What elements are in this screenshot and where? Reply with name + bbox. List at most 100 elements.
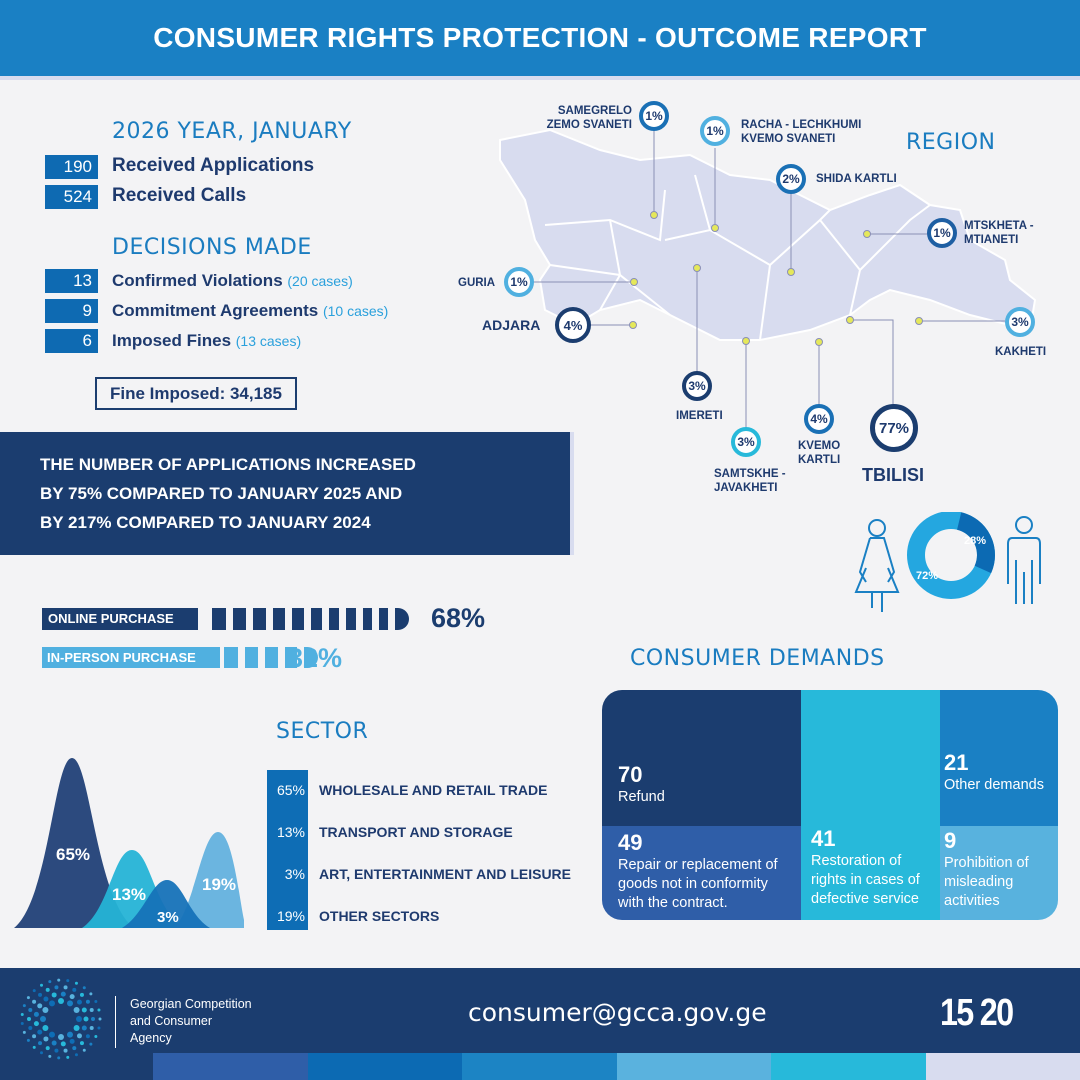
purchase-bar-segment	[285, 647, 298, 668]
label-samegrelo: SAMEGRELO ZEMO SVANETI	[546, 105, 632, 131]
label-adjara: ADJARA	[482, 317, 541, 333]
sector-label: OTHER SECTORS	[319, 908, 440, 924]
purchase-bar-segment	[304, 647, 319, 668]
agreements-label: Commitment Agreements (10 cases)	[112, 301, 389, 320]
agreements-count: 9	[45, 299, 98, 323]
online-purchase-label: ONLINE PURCHASE	[42, 608, 198, 630]
purchase-bar-segment	[379, 608, 388, 630]
male-icon	[1007, 516, 1041, 604]
fines-count: 6	[45, 329, 98, 353]
calls-label: Received Calls	[112, 185, 247, 206]
sector-row: 13% TRANSPORT AND STORAGE	[267, 822, 607, 842]
sector-label: TRANSPORT AND STORAGE	[319, 824, 513, 840]
online-purchase-value: 68%	[431, 603, 486, 633]
pin-shida-kartli: 2%	[776, 164, 806, 194]
label-shida-kartli: SHIDA KARTLI	[816, 173, 897, 185]
purchase-bar-segment	[328, 608, 340, 630]
in-person-purchase-value: 32%	[288, 643, 343, 673]
purchase-bar-segment	[363, 608, 373, 630]
mountain-wholesale	[14, 758, 134, 928]
label-samtskhe: SAMTSKHE - JAVAKHETI	[714, 468, 786, 494]
gender-chart: 72% 28%	[854, 512, 1041, 612]
demand-repair: 49 Repair or replacement of goods not in …	[618, 830, 778, 911]
violations-count: 13	[45, 269, 98, 293]
region-title: REGION	[906, 130, 996, 155]
purchase-bar-segment	[310, 608, 322, 630]
art-percent: 3%	[157, 909, 179, 926]
fines-label: Imposed Fines (13 cases)	[112, 331, 302, 350]
purchase-bar-segment	[265, 647, 279, 668]
georgia-map	[499, 128, 1037, 341]
period-title: 2026 YEAR, JANUARY	[112, 119, 352, 144]
pin-kvemo-kartli: 4%	[804, 404, 834, 434]
pin-samegrelo: 1%	[639, 101, 669, 131]
header-divider	[0, 76, 1080, 80]
sector-legend-bar	[267, 770, 308, 930]
footer: Georgian Competition and Consumer Agency c…	[0, 968, 1080, 1080]
sector-percent: 13%	[276, 824, 305, 840]
pin-adjara: 4%	[555, 307, 591, 343]
demands-treemap: 70 Refund 49 Repair or replacement of good…	[602, 690, 1058, 920]
pin-racha: 1%	[700, 116, 730, 146]
violations-label: Confirmed Violations (20 cases)	[112, 271, 353, 290]
sector-label: WHOLESALE AND RETAIL TRADE	[319, 782, 548, 798]
sector-row: 19% OTHER SECTORS	[267, 906, 607, 926]
in-person-purchase-label: IN-PERSON PURCHASE	[42, 647, 220, 668]
calls-count: 524	[45, 185, 98, 209]
demands-title: CONSUMER DEMANDS	[630, 646, 885, 671]
contact-email[interactable]: consumer@gcca.gov.ge	[468, 998, 767, 1027]
map-borders	[544, 174, 931, 341]
label-kvemo-kartli: KVEMO KARTLI	[798, 440, 841, 466]
label-mtskheta: MTSKHETA - MTIANETI	[964, 220, 1034, 246]
purchase-bar-segment	[245, 647, 259, 668]
map-shape	[499, 128, 1037, 341]
pin-mtskheta: 1%	[927, 218, 957, 248]
hotline-number: 15 20	[940, 992, 1014, 1034]
pin-guria: 1%	[504, 267, 534, 297]
sector-percent: 3%	[284, 866, 305, 882]
purchase-bar-segment	[346, 608, 357, 630]
banner-line: BY 217% COMPARED TO JANUARY 2024	[40, 513, 371, 532]
demand-other: 21 Other demands	[944, 750, 1044, 793]
pin-imereti: 3%	[682, 371, 712, 401]
growth-banner: THE NUMBER OF APPLICATIONS INCREASED BY …	[0, 432, 570, 555]
mountain-art	[122, 880, 210, 928]
sector-percent: 65%	[276, 782, 305, 798]
region-leader-lines	[530, 130, 1005, 430]
female-percent: 72%	[916, 570, 938, 582]
fine-imposed: Fine Imposed: 34,185	[95, 377, 297, 410]
other-percent: 19%	[202, 875, 236, 894]
applications-count: 190	[45, 155, 98, 179]
online-purchase-bar	[212, 608, 416, 630]
label-guria: GURIA	[458, 277, 496, 289]
banner-line: THE NUMBER OF APPLICATIONS INCREASED	[40, 455, 416, 474]
purchase-bar-segment	[394, 608, 409, 630]
female-icon	[854, 519, 900, 612]
purchase-bar-segment	[253, 608, 267, 630]
male-percent: 28%	[964, 535, 986, 547]
wholesale-percent: 65%	[56, 845, 90, 864]
label-kakheti: KAKHETI	[995, 346, 1047, 358]
agency-name: Georgian Competition and Consumer Agency	[130, 997, 252, 1045]
demand-misleading: 9 Prohibition of misleading activities	[944, 828, 1029, 909]
demand-restoration: 41 Restoration of rights in cases of defe…	[811, 826, 920, 907]
purchase-bar-segment	[224, 647, 238, 668]
purchase-bar-segment	[212, 608, 226, 630]
banner-line: BY 75% COMPARED TO JANUARY 2025 AND	[40, 484, 403, 503]
purchase-bar-segment	[233, 608, 247, 630]
mountain-other	[174, 832, 244, 928]
demand-refund: 70 Refund	[618, 762, 665, 805]
footer-color-strip	[153, 1053, 1080, 1080]
sector-title: SECTOR	[276, 719, 369, 744]
in-person-purchase-bar	[224, 647, 325, 668]
transport-percent: 13%	[112, 885, 146, 904]
pin-kakheti: 3%	[1005, 307, 1035, 337]
decisions-title: DECISIONS MADE	[112, 235, 312, 260]
agency-logo-icon	[20, 978, 102, 1060]
sector-row: 3% ART, ENTERTAINMENT AND LEISURE	[267, 864, 607, 884]
donut-male-slice	[956, 512, 995, 574]
sector-mountain-chart: 65% 13% 3% 19%	[14, 758, 244, 928]
pin-tbilisi: 77%	[870, 404, 918, 452]
purchase-bar-segment	[292, 608, 304, 630]
sector-percent: 19%	[276, 908, 305, 924]
